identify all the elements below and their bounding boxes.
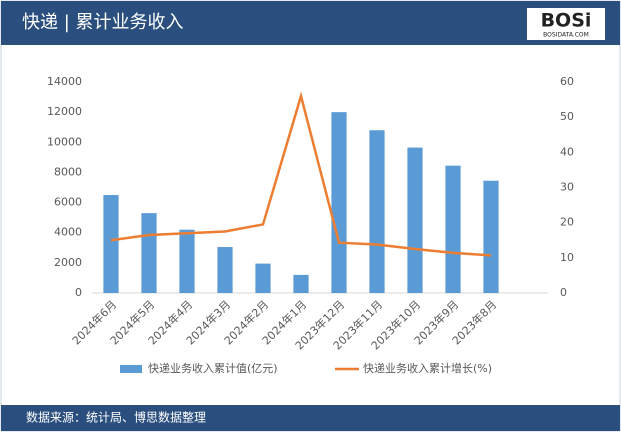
- y-tick-label: 12000: [47, 105, 82, 118]
- logo-box: [527, 8, 605, 40]
- y2-tick-label: 40: [560, 145, 574, 158]
- header-bar: [1, 1, 620, 45]
- y2-tick-label: 20: [560, 216, 574, 229]
- line: [110, 91, 492, 257]
- bar: [369, 130, 385, 293]
- bar: [255, 263, 271, 293]
- y-tick-label: 0: [75, 286, 82, 299]
- y-tick-label: 8000: [54, 165, 82, 178]
- bar: [483, 180, 499, 293]
- y2-tick-label: 10: [560, 251, 574, 264]
- y2-tick-label: 0: [560, 286, 567, 299]
- bar: [103, 195, 119, 293]
- chart-title: 快递 | 累计业务收入: [22, 12, 184, 33]
- bar: [445, 165, 461, 293]
- y2-tick-label: 30: [560, 181, 574, 194]
- legend-label: 快递业务收入累计增长(%): [363, 361, 492, 375]
- footer-bar: [1, 405, 620, 431]
- bar: [179, 229, 195, 293]
- bar: [331, 112, 347, 294]
- bar: [141, 213, 157, 293]
- legend-label: 快递业务收入累计值(亿元): [148, 361, 278, 375]
- y-tick-label: 6000: [54, 196, 82, 209]
- bar: [217, 247, 233, 293]
- y-tick-label: 14000: [47, 75, 82, 88]
- source: 数据来源：统计局、博思数据整理: [26, 410, 206, 425]
- bar: [293, 274, 309, 293]
- legend-swatch: [120, 365, 142, 373]
- y-tick-label: 10000: [47, 135, 82, 148]
- y-tick-label: 4000: [54, 226, 82, 239]
- logo: BOSi: [541, 10, 592, 32]
- y-tick-label: 2000: [54, 256, 82, 269]
- y2-tick-label: 50: [560, 110, 574, 123]
- y2-tick-label: 60: [560, 75, 574, 88]
- logo-sub: BOSIDATA.COM: [543, 32, 589, 39]
- bar: [407, 147, 423, 293]
